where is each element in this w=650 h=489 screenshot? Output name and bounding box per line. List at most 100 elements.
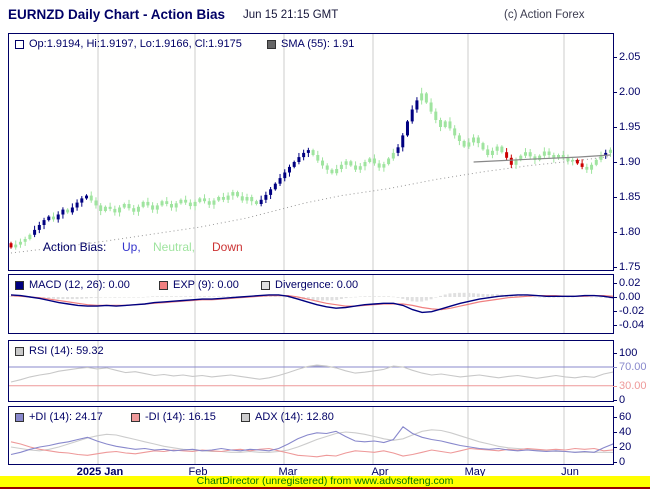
candle-body — [566, 157, 570, 162]
divergence-bar — [311, 297, 315, 301]
candle-body — [467, 142, 471, 147]
divergence-bar — [221, 296, 225, 297]
candle-body — [85, 195, 89, 199]
divergence-bar — [325, 297, 329, 301]
candle-body — [391, 152, 395, 159]
candle-body — [70, 207, 74, 213]
candlestick-chart — [9, 34, 612, 270]
exp-swatch-icon — [159, 280, 168, 290]
divergence-bar — [519, 295, 523, 297]
candle-body — [533, 156, 537, 160]
legend-exp-label: EXP (9): 0.00 — [173, 279, 239, 291]
divergence-bar — [155, 296, 159, 297]
divergence-bar — [226, 296, 230, 297]
divergence-bar — [424, 297, 428, 301]
candle-body — [472, 137, 476, 143]
candle-body — [557, 155, 561, 159]
candle-body — [122, 204, 126, 208]
candle-body — [51, 216, 55, 220]
candle-body — [217, 197, 221, 201]
candle-body — [453, 128, 457, 136]
legend-adx: ADX (14): 12.80 — [241, 411, 334, 423]
divergence-bar — [89, 297, 93, 299]
candle-body — [377, 163, 381, 168]
y-axis-label: 40 — [619, 426, 632, 438]
candle-body — [505, 152, 509, 158]
y-axis-label: -0.04 — [619, 319, 645, 331]
candle-body — [226, 195, 230, 200]
divergence-bar — [108, 297, 112, 298]
divergence-bar — [127, 297, 131, 298]
divergence-bar — [165, 296, 169, 297]
divergence-bar — [9, 296, 13, 297]
divergence-bar — [542, 297, 546, 298]
candle-body — [127, 204, 131, 209]
candle-body — [590, 164, 594, 170]
legend-ohlc: Op:1.9194, Hi:1.9197, Lo:1.9166, Cl:1.91… — [15, 38, 242, 50]
legend-exp: EXP (9): 0.00 — [159, 279, 239, 291]
candle-body — [146, 201, 150, 206]
divergence-bar — [99, 297, 103, 298]
dmi-panel: +DI (14): 24.17 -DI (14): 16.15 ADX (14)… — [8, 406, 614, 465]
candle-body — [165, 201, 169, 204]
candle-body — [594, 159, 598, 165]
divergence-bar — [70, 297, 74, 300]
candle-body — [9, 243, 13, 248]
candle-body — [66, 209, 70, 213]
legend-divergence: Divergence: 0.00 — [261, 279, 358, 291]
candle-body — [33, 229, 37, 235]
y-axis-label: 1.85 — [619, 191, 641, 203]
divergence-bar — [217, 296, 221, 297]
divergence-bar — [297, 297, 301, 300]
action-bias-neutral: Neutral, — [153, 240, 196, 254]
y-axis-tick — [613, 325, 617, 326]
candle-body — [264, 194, 268, 200]
divergence-bar — [122, 297, 126, 298]
candle-body — [387, 158, 391, 165]
candle-body — [481, 143, 485, 150]
candle-body — [89, 195, 93, 201]
candle-body — [599, 155, 603, 160]
y-axis-label: 0.00 — [619, 291, 641, 303]
rsi-line — [10, 364, 613, 383]
divergence-bar — [306, 297, 310, 300]
candle-body — [405, 121, 409, 136]
divergence-bar — [476, 293, 480, 297]
divergence-bar — [533, 297, 537, 298]
rsi-swatch-icon — [15, 346, 24, 356]
candle-body — [42, 220, 46, 225]
candle-body — [188, 202, 192, 207]
divergence-bar — [372, 296, 376, 297]
divergence-bar — [486, 294, 490, 297]
candle-body — [401, 135, 405, 148]
candle-body — [132, 208, 136, 212]
candle-body — [434, 111, 438, 120]
divergence-bar — [415, 297, 419, 302]
candle-body — [23, 239, 27, 242]
divergence-swatch-icon — [261, 280, 270, 290]
y-axis-tick — [613, 386, 617, 387]
candle-body — [236, 192, 240, 197]
candle-body — [321, 160, 325, 166]
candle-body — [193, 201, 197, 207]
candle-body — [75, 202, 79, 208]
y-axis-tick — [613, 311, 617, 312]
candle-body — [18, 241, 22, 245]
candle-body — [292, 162, 296, 167]
action-bias-label: Action Bias: — [43, 240, 107, 254]
rsi-panel: RSI (14): 59.32 — [8, 340, 614, 402]
candle-body — [335, 169, 339, 174]
y-axis-tick — [613, 267, 617, 268]
candle-body — [571, 159, 575, 162]
divergence-bar — [448, 293, 452, 297]
divergence-bar — [585, 296, 589, 298]
divergence-bar — [401, 297, 405, 299]
legend-plus-di-label: +DI (14): 24.17 — [29, 411, 103, 423]
divergence-bar — [453, 293, 457, 297]
candle-body — [523, 152, 527, 156]
candle-body — [174, 203, 178, 208]
candle-body — [608, 149, 612, 153]
candle-body — [302, 152, 306, 158]
divergence-bar — [472, 293, 476, 297]
